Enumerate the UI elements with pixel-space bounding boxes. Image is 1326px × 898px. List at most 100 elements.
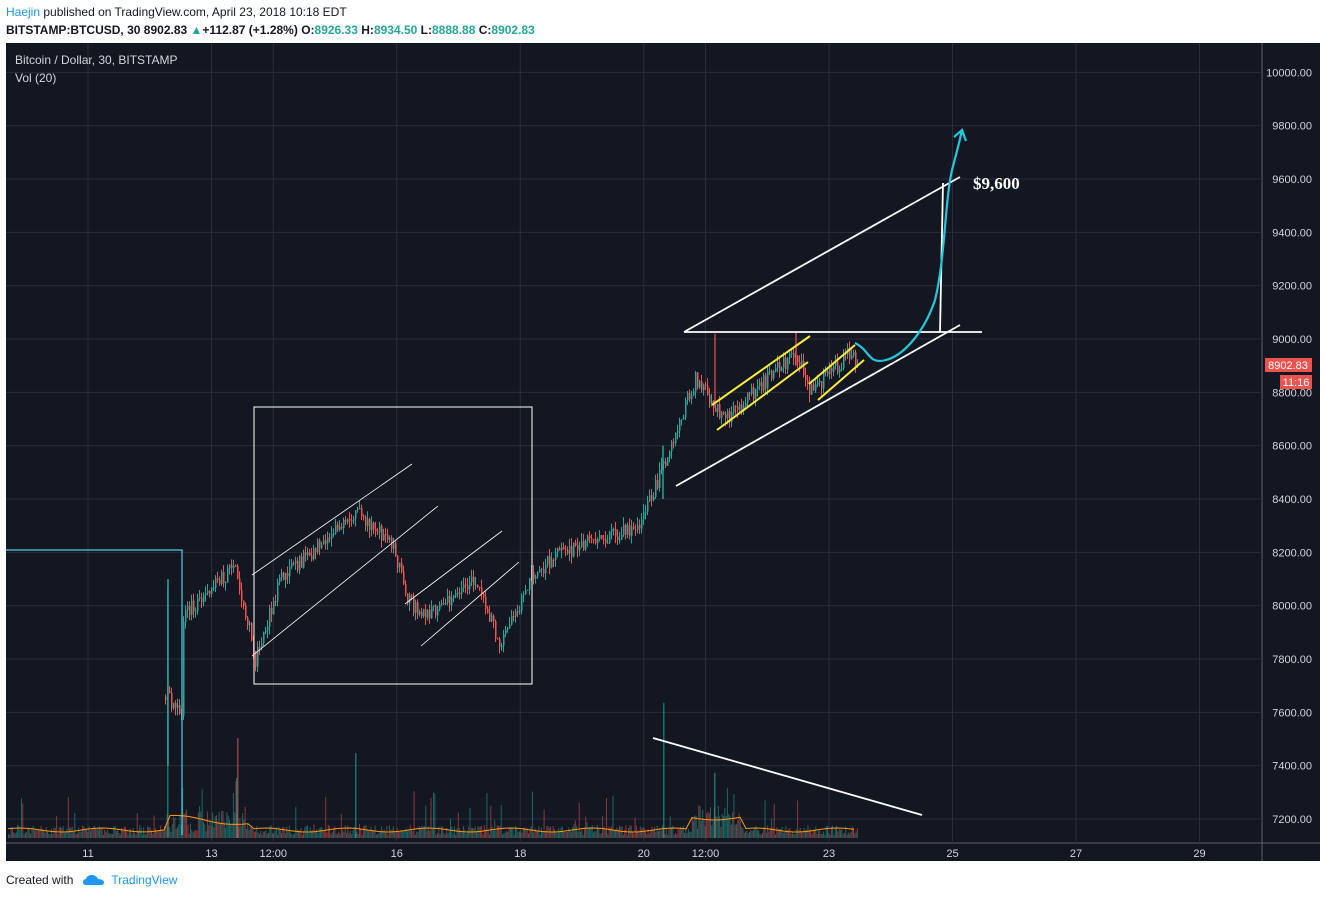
author-link[interactable]: Haejin xyxy=(6,5,41,19)
volume-bar xyxy=(607,833,609,838)
candle-body xyxy=(393,543,395,549)
volume-bar xyxy=(633,833,635,838)
volume-bar xyxy=(242,813,243,838)
volume-bar xyxy=(845,826,847,838)
volume-bar xyxy=(786,830,788,838)
volume-bar xyxy=(196,830,198,838)
volume-bar xyxy=(788,829,789,838)
volume-bar xyxy=(567,832,568,838)
volume-bar xyxy=(834,828,836,838)
high-label: H: xyxy=(361,23,374,37)
volume-bar xyxy=(179,814,181,838)
y-tick-label: 7400.00 xyxy=(1272,761,1312,773)
volume-bar xyxy=(329,825,331,838)
candle-body xyxy=(303,552,305,568)
volume-bar xyxy=(95,828,97,838)
candle-body xyxy=(771,371,773,379)
candle-body xyxy=(351,520,353,522)
volume-bar xyxy=(704,826,706,838)
symbol-label: BITSTAMP:BTCUSD, 30 xyxy=(6,23,141,37)
candle-body xyxy=(783,357,785,368)
candle-body xyxy=(229,564,231,568)
candle-body xyxy=(439,604,441,610)
volume-bar xyxy=(802,832,804,838)
volume-bar xyxy=(561,826,563,838)
candle-body xyxy=(329,537,331,539)
volume-bar xyxy=(318,828,320,838)
candle-body xyxy=(573,542,575,557)
volume-bar xyxy=(73,831,74,838)
candles xyxy=(165,330,859,766)
x-tick-label: 23 xyxy=(823,848,835,860)
candle-body xyxy=(379,525,381,532)
yellow-channel-line xyxy=(716,361,809,431)
volume-bar xyxy=(699,806,701,838)
volume-bar xyxy=(503,832,505,838)
candle-body xyxy=(615,528,617,537)
volume-bar xyxy=(628,827,630,838)
volume-bar xyxy=(240,825,242,838)
volume-bar xyxy=(563,831,565,838)
candle-body xyxy=(665,461,667,466)
candle-body xyxy=(779,361,781,372)
open-value: 8926.33 xyxy=(314,23,358,37)
candle-body xyxy=(777,361,779,368)
volume-bar xyxy=(762,832,763,838)
volume-bar xyxy=(851,826,853,838)
volume-bar xyxy=(39,829,41,838)
volume-bar xyxy=(91,829,93,838)
volume-bar xyxy=(763,827,765,838)
candle-body xyxy=(369,519,371,531)
volume-bar xyxy=(174,817,176,838)
candle-body xyxy=(197,598,199,611)
volume-bar xyxy=(733,794,735,838)
volume-bar xyxy=(481,826,483,838)
candle-body xyxy=(453,595,455,598)
volume-bar xyxy=(678,829,680,838)
volume-bar xyxy=(437,833,438,838)
candle-body xyxy=(757,386,759,389)
volume-bar xyxy=(201,789,203,838)
candle-body xyxy=(287,572,289,577)
target-annotation: $9,600 xyxy=(973,174,1020,193)
candle-body xyxy=(261,643,263,648)
volume-bar xyxy=(511,827,513,838)
volume-bar xyxy=(226,812,228,838)
volume-bar xyxy=(585,816,587,838)
volume-bar xyxy=(535,830,537,838)
volume-bar xyxy=(227,815,229,838)
volume-bar xyxy=(256,825,258,838)
volume-bar xyxy=(486,793,488,838)
volume-bar xyxy=(595,831,597,838)
volume-bar xyxy=(320,827,321,838)
volume-bar xyxy=(521,832,523,838)
volume-bar xyxy=(364,825,366,838)
candle-body xyxy=(417,602,419,615)
candle-body xyxy=(275,601,277,603)
volume-bar xyxy=(596,825,598,838)
volume-bar xyxy=(164,826,165,838)
volume-bar xyxy=(153,815,155,838)
candle-body xyxy=(239,578,241,590)
volume-bar xyxy=(424,826,425,838)
volume-bar xyxy=(352,830,354,838)
volume-bar xyxy=(769,828,771,838)
volume-bar xyxy=(824,834,826,838)
tradingview-link[interactable]: TradingView xyxy=(111,873,178,887)
highlight-box xyxy=(253,406,533,685)
volume-bar xyxy=(529,828,531,838)
volume-bar xyxy=(28,829,30,838)
volume-bar xyxy=(711,825,713,838)
volume-bar xyxy=(710,807,711,838)
yellow-channel-line xyxy=(817,359,865,401)
candle-body xyxy=(671,441,673,452)
candle-body xyxy=(533,571,535,579)
volume-bar xyxy=(26,831,28,838)
time-badge-bg xyxy=(1280,375,1312,389)
volume-bar xyxy=(801,831,802,838)
candle-body xyxy=(337,524,339,530)
volume-bar xyxy=(414,834,416,838)
volume-bar xyxy=(754,827,756,838)
volume-bar xyxy=(15,832,17,838)
